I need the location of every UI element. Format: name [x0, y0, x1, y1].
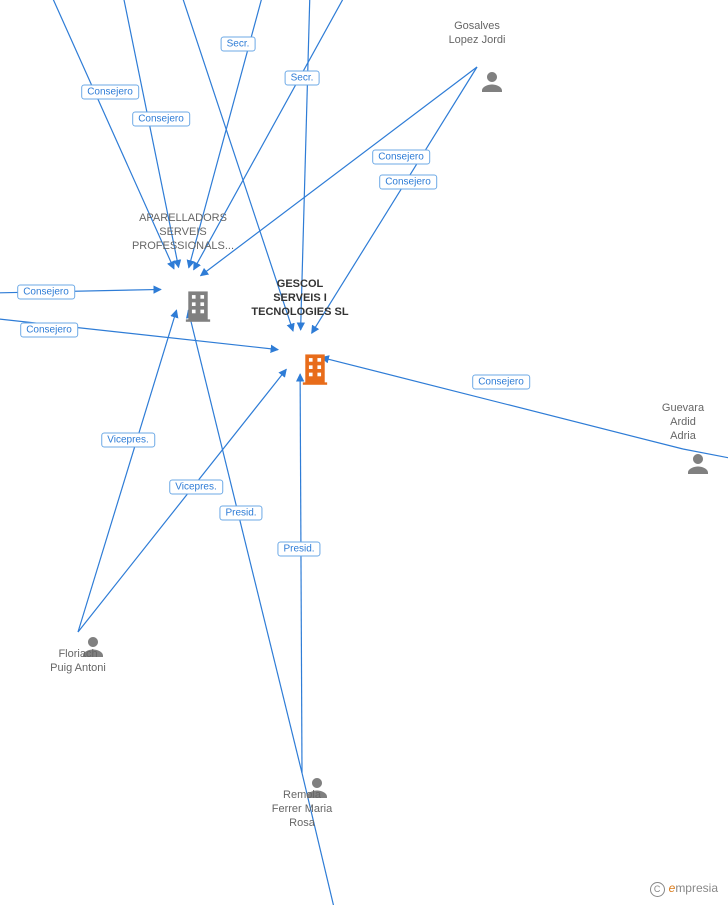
node-label[interactable]: GESCOL SERVEIS I TECNOLOGIES SL: [251, 278, 348, 319]
edge-label: Secr.: [221, 37, 256, 52]
edge-label: Consejero: [372, 150, 430, 165]
node-label[interactable]: Floriach Puig Antoni: [50, 648, 106, 676]
copyright-icon: C: [650, 882, 665, 897]
edge-label: Consejero: [17, 285, 75, 300]
edge-label: Secr.: [285, 71, 320, 86]
node-label[interactable]: Remola Ferrer Maria Rosa: [272, 789, 333, 830]
watermark: Cempresia: [650, 881, 718, 897]
edges-layer: [0, 0, 728, 905]
edge: [300, 374, 302, 773]
node-label[interactable]: APARELLADORS SERVEIS PROFESSIONALS...: [132, 212, 234, 253]
edge-label: Consejero: [81, 85, 139, 100]
edge: [321, 357, 683, 449]
watermark-text: mpresia: [675, 881, 718, 895]
edge: [78, 310, 177, 632]
edge: [201, 67, 477, 276]
node-label[interactable]: Guevara Ardid Adria: [661, 402, 706, 443]
edge-label: Presid.: [219, 506, 262, 521]
edge-label: Consejero: [472, 375, 530, 390]
edge-label: Consejero: [132, 112, 190, 127]
edge-label: Vicepres.: [101, 433, 155, 448]
edge: [78, 369, 286, 632]
edge-label: Presid.: [277, 542, 320, 557]
edge-label: Vicepres.: [169, 480, 223, 495]
node-label[interactable]: Gosalves Lopez Jordi: [449, 20, 506, 48]
edge-label: Consejero: [20, 323, 78, 338]
edge-label: Consejero: [379, 175, 437, 190]
